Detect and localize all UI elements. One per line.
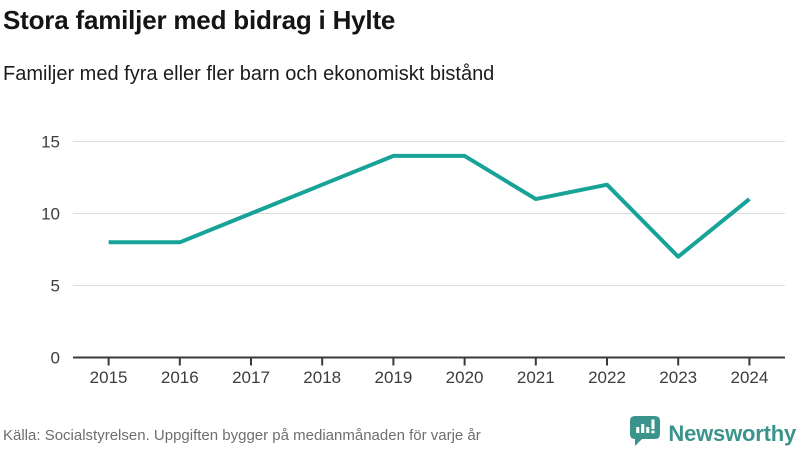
- source-note: Källa: Socialstyrelsen. Uppgiften bygger…: [3, 427, 481, 444]
- svg-text:2019: 2019: [374, 368, 412, 387]
- svg-text:2017: 2017: [232, 368, 270, 387]
- newsworthy-logo: Newsworthy: [630, 415, 796, 450]
- svg-text:2022: 2022: [588, 368, 626, 387]
- svg-text:2016: 2016: [161, 368, 199, 387]
- svg-text:0: 0: [51, 349, 60, 368]
- chart-area: 0 5 10 15 2015 2016 2017 2018 2019 2020 2021 2022 20…: [0, 110, 800, 410]
- svg-text:10: 10: [41, 205, 60, 224]
- bar-chart-speech-bubble-icon: [630, 415, 661, 450]
- footer: Källa: Socialstyrelsen. Uppgiften bygger…: [0, 413, 800, 450]
- brand-name: Newsworthy: [668, 420, 796, 446]
- svg-text:2021: 2021: [517, 368, 555, 387]
- line-chart: 0 5 10 15 2015 2016 2017 2018 2019 2020 2021 2022 20…: [41, 133, 785, 387]
- chart-subtitle: Familjer med fyra eller fler barn och ek…: [3, 63, 495, 85]
- svg-text:2020: 2020: [446, 368, 484, 387]
- page-title: Stora familjer med bidrag i Hylte: [3, 5, 396, 35]
- svg-text:2015: 2015: [90, 368, 128, 387]
- svg-text:15: 15: [41, 133, 60, 152]
- svg-text:2024: 2024: [730, 368, 768, 387]
- svg-text:2018: 2018: [303, 368, 341, 387]
- svg-text:2023: 2023: [659, 368, 697, 387]
- svg-text:5: 5: [51, 277, 60, 296]
